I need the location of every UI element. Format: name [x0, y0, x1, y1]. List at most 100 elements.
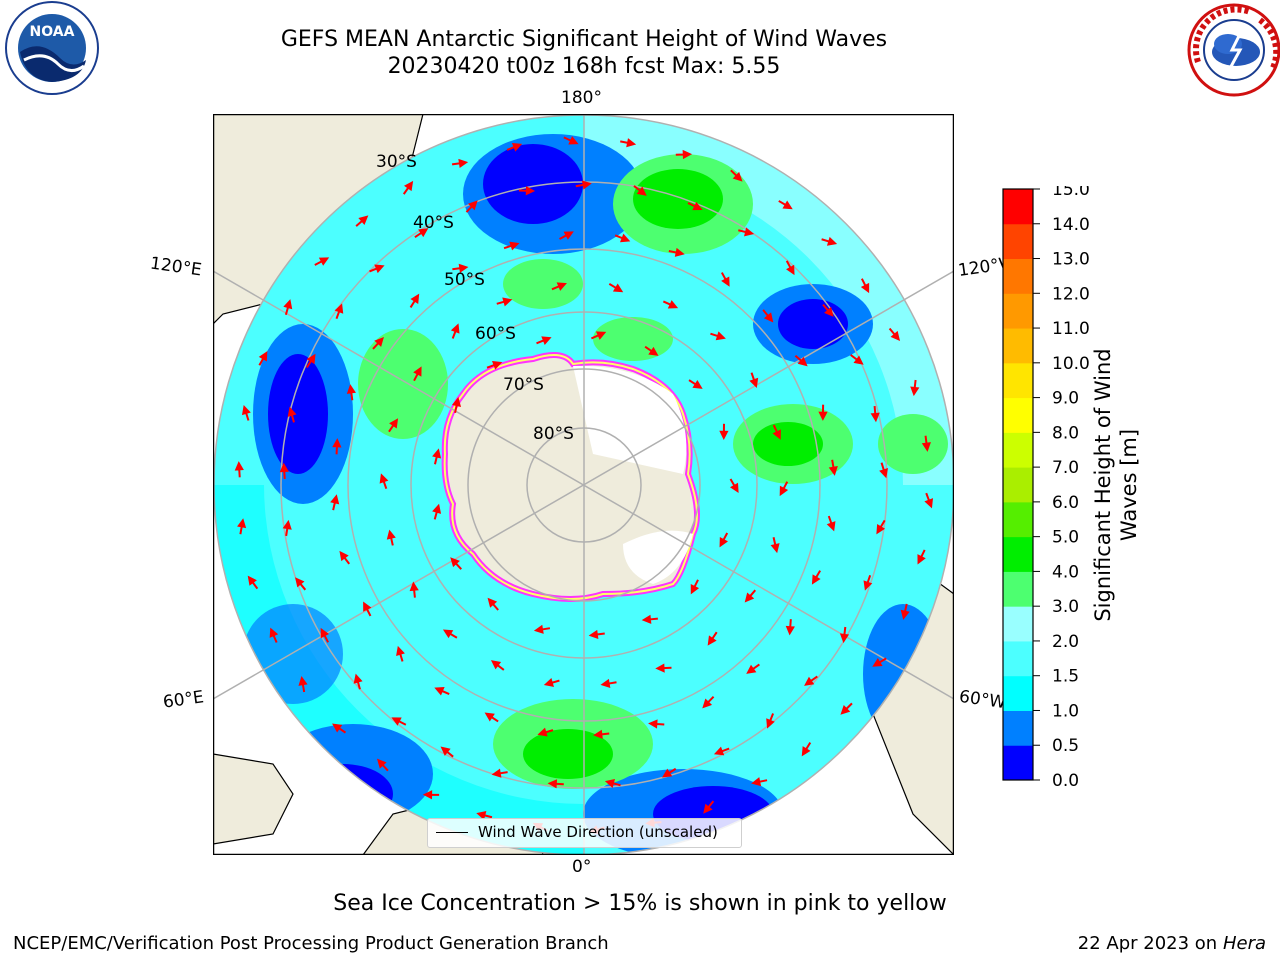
- wave-direction-arrow: [633, 185, 647, 196]
- wave-direction-arrow: [860, 278, 870, 294]
- wave-direction-arrow: [320, 627, 330, 643]
- lat-label-30s: 30°S: [376, 152, 417, 172]
- wave-direction-arrow: [850, 354, 864, 365]
- wave-direction-arrow: [762, 309, 774, 323]
- lon-label-120e: 120°E: [148, 253, 203, 281]
- colorbar-cell: [1003, 640, 1033, 677]
- map-legend: Wind Wave Direction (unscaled): [427, 818, 742, 848]
- lon-label-0: 0°: [572, 857, 592, 877]
- legend-label: Wind Wave Direction (unscaled): [478, 823, 718, 841]
- wave-direction-arrow: [924, 492, 934, 509]
- wave-direction-arrow: [339, 550, 351, 565]
- colorbar-tick-label: 1.0: [1052, 701, 1079, 721]
- wave-direction-arrow: [876, 519, 886, 535]
- wave-direction-arrow: [600, 678, 617, 688]
- colorbar-tick-label: 6.0: [1052, 493, 1079, 513]
- wave-direction-arrow: [863, 574, 873, 591]
- wave-direction-arrow: [766, 713, 775, 729]
- colorbar-tick-label: 4.0: [1052, 562, 1079, 582]
- colorbar-cell: [1003, 328, 1033, 364]
- colorbar-tick-label: 7.0: [1052, 458, 1079, 478]
- wave-direction-arrow: [379, 473, 389, 490]
- colorbar-cell: [1003, 258, 1033, 294]
- lat-label-50s: 50°S: [444, 270, 485, 290]
- wave-direction-arrow: [451, 158, 469, 168]
- wave-direction-arrow: [778, 200, 793, 210]
- wave-direction-arrow: [720, 272, 730, 287]
- wave-direction-arrow: [785, 619, 795, 636]
- wave-direction-arrow: [644, 345, 659, 356]
- wave-direction-arrow: [785, 260, 795, 276]
- wave-direction-arrow: [334, 303, 344, 320]
- colorbar-tick-label: 14.0: [1052, 215, 1090, 235]
- wave-direction-arrow: [900, 603, 910, 620]
- wave-direction-arrow: [690, 579, 700, 595]
- wave-direction-arrow: [237, 518, 247, 535]
- wave-direction-arrow: [746, 663, 760, 674]
- wave-direction-arrow: [655, 663, 672, 673]
- nws-logo: [1187, 3, 1280, 97]
- colorbar-cell: [1003, 745, 1033, 781]
- wave-direction-arrow: [921, 435, 931, 452]
- wave-direction-arrow: [648, 719, 665, 729]
- wave-direction-arrow: [910, 379, 920, 397]
- wave-direction-arrow: [332, 723, 347, 734]
- wave-direction-arrow: [794, 354, 808, 367]
- wave-direction-arrow: [241, 404, 251, 421]
- colorbar-tick-label: 11.0: [1052, 319, 1090, 339]
- colorbar-tick-label: 9.0: [1052, 389, 1079, 409]
- wave-direction-arrow: [484, 712, 499, 723]
- wave-direction-arrow: [442, 629, 458, 639]
- wave-direction-arrow: [818, 404, 828, 421]
- wave-direction-arrow: [450, 323, 460, 339]
- wave-direction-arrow: [486, 360, 503, 370]
- wave-direction-arrow: [330, 494, 340, 511]
- wave-direction-arrow: [730, 169, 743, 182]
- wave-direction-arrow: [822, 303, 834, 317]
- wave-direction-arrow: [749, 372, 759, 389]
- colorbar: 0.0 0.5 1.0 1.5 2.0 3.0 4.0 5.0 6.0 7.0 8.0 9.0 10.0…: [1002, 186, 1090, 786]
- wave-direction-arrow: [702, 695, 715, 709]
- wave-direction-arrow: [593, 729, 610, 739]
- wave-direction-arrow: [298, 675, 308, 693]
- wave-direction-arrow: [729, 478, 739, 493]
- wave-direction-arrow: [518, 186, 536, 196]
- wave-direction-arrow: [770, 537, 780, 554]
- footer-host: Hera: [1222, 933, 1266, 954]
- wave-direction-arrow: [282, 519, 292, 537]
- wave-direction-arrow: [346, 384, 356, 401]
- wave-direction-arrow: [821, 236, 838, 246]
- wave-direction-arrow: [641, 614, 658, 624]
- lat-label-40s: 40°S: [413, 213, 454, 233]
- colorbar-cells: [1003, 189, 1033, 781]
- wave-direction-arrow: [551, 282, 567, 291]
- wave-direction-arrow: [563, 136, 579, 145]
- lon-label-180: 180°: [561, 88, 602, 108]
- wave-direction-arrow: [279, 462, 289, 480]
- wave-direction-arrow: [283, 299, 293, 316]
- colorbar-tick-label: 12.0: [1052, 284, 1090, 304]
- wave-direction-arrow: [608, 283, 624, 293]
- wave-direction-arrow: [879, 462, 889, 479]
- wave-direction-arrow: [687, 201, 703, 211]
- wave-direction-arrow: [506, 143, 523, 152]
- wave-direction-arrow: [870, 405, 880, 423]
- colorbar-cell: [1003, 293, 1033, 329]
- chart-title: GEFS MEAN Antarctic Significant Height o…: [280, 27, 888, 52]
- wave-direction-arrow: [888, 327, 901, 341]
- wave-direction-arrow: [409, 581, 419, 598]
- colorbar-ticks: 0.0 0.5 1.0 1.5 2.0 3.0 4.0 5.0 6.0 7.0 8.0 9.0 10.0…: [1033, 186, 1090, 786]
- wave-direction-arrow: [402, 180, 414, 195]
- legend-line-swatch: [436, 832, 468, 833]
- wave-direction-arrow: [620, 138, 637, 148]
- colorbar-tick-label: 13.0: [1052, 250, 1090, 270]
- wave-direction-arrow: [668, 247, 685, 257]
- wave-direction-arrow: [353, 673, 363, 690]
- wave-direction-arrow: [409, 293, 420, 308]
- wave-direction-arrow: [719, 532, 729, 548]
- colorbar-cell: [1003, 675, 1033, 711]
- wave-direction-arrow: [306, 353, 316, 369]
- colorbar-tick-label: 1.5: [1052, 667, 1079, 687]
- colorbar-cell: [1003, 397, 1033, 433]
- wave-direction-arrow: [295, 577, 307, 591]
